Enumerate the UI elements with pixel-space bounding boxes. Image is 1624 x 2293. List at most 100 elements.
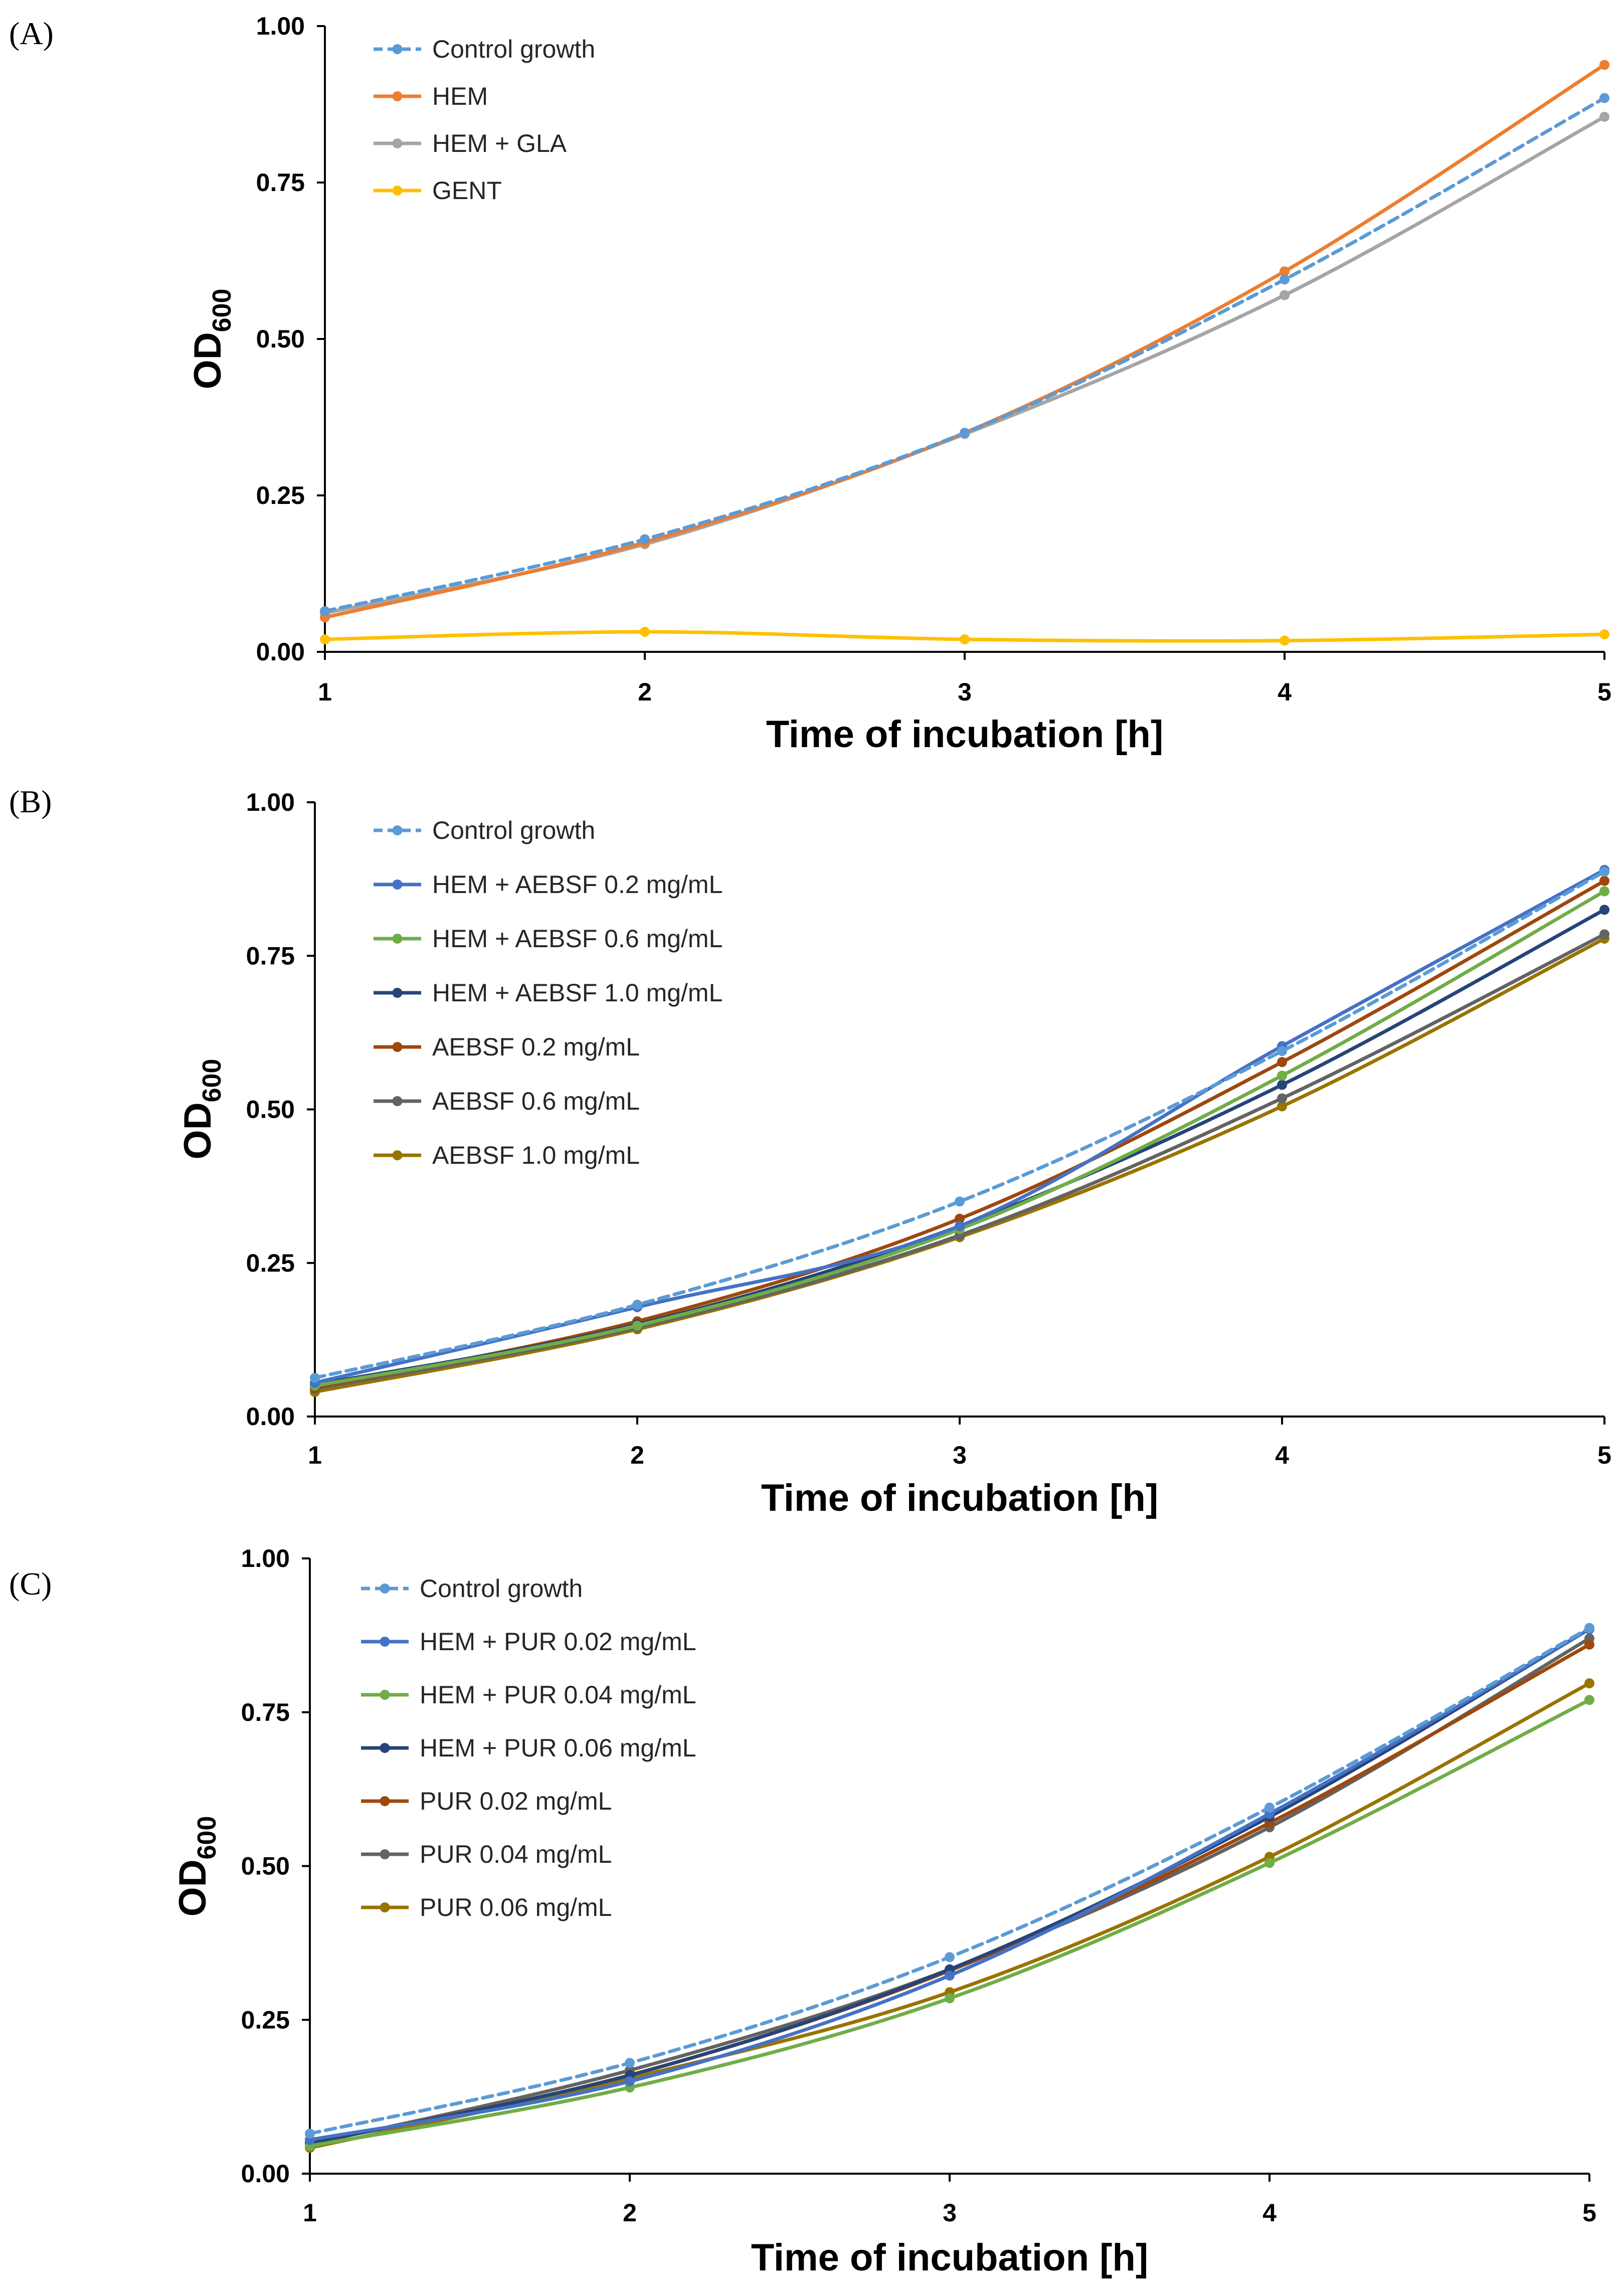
legend-label: PUR 0.02 mg/mL xyxy=(420,1787,612,1815)
data-point xyxy=(640,627,650,637)
legend-marker xyxy=(380,1690,390,1700)
series-line xyxy=(313,890,1606,1388)
legend-marker xyxy=(380,1637,390,1647)
data-point xyxy=(960,634,970,645)
data-point xyxy=(955,1196,965,1207)
data-point xyxy=(1599,93,1609,103)
legend-label: HEM + AEBSF 0.6 mg/mL xyxy=(432,925,723,953)
y-axis-title: OD600 xyxy=(187,289,237,390)
data-point xyxy=(1599,886,1609,897)
data-point xyxy=(632,1320,642,1331)
data-point xyxy=(632,1300,642,1310)
data-point xyxy=(1599,875,1609,886)
x-tick-label: 5 xyxy=(1582,2199,1596,2227)
data-point xyxy=(1277,1101,1287,1112)
legend-label: PUR 0.04 mg/mL xyxy=(420,1840,612,1868)
y-axis-title-main: OD xyxy=(187,332,229,389)
legend-item: PUR 0.04 mg/mL xyxy=(361,1840,612,1868)
chart-panel-3: (C) 0.00 0.25 0.50 0.75 1.00 1 2 3 4 5 Time of incu… xyxy=(9,1544,1596,2279)
legend-label: HEM + AEBSF 0.2 mg/mL xyxy=(432,870,723,899)
data-point xyxy=(955,1221,965,1231)
data-point xyxy=(945,1952,955,1963)
y-tick-label: 0.25 xyxy=(241,2006,290,2034)
data-point xyxy=(1277,1057,1287,1068)
y-tick-label: 1.00 xyxy=(256,12,305,40)
legend-marker xyxy=(380,1902,390,1912)
legend-marker xyxy=(380,1849,390,1859)
y-axis-title-main: OD xyxy=(171,1859,214,1916)
legend-marker xyxy=(392,1150,403,1160)
y-tick-label: 0.50 xyxy=(256,325,305,353)
x-tick-label: 3 xyxy=(943,2199,957,2227)
legend-label: Control growth xyxy=(420,1574,583,1603)
data-point xyxy=(1280,266,1290,277)
legend-label: AEBSF 0.2 mg/mL xyxy=(432,1033,640,1061)
legend-marker xyxy=(380,1796,390,1806)
legend-marker xyxy=(380,1743,390,1753)
series-line xyxy=(308,1626,1591,2136)
series-line xyxy=(308,1698,1591,2148)
panel-label: (C) xyxy=(9,1566,52,1602)
data-point xyxy=(305,2129,315,2139)
y-tick-label: 0.50 xyxy=(246,1096,295,1124)
data-point xyxy=(1265,1802,1275,1813)
legend-marker xyxy=(392,825,403,835)
data-point xyxy=(1280,290,1290,300)
legend-marker xyxy=(392,1042,403,1052)
series-line xyxy=(308,1627,1591,2142)
legend-item: Control growth xyxy=(374,816,595,844)
data-point xyxy=(1584,1678,1594,1689)
x-tick-label: 4 xyxy=(1278,678,1292,706)
x-axis-title: Time of incubation [h] xyxy=(761,1477,1158,1519)
legend-label: GENT xyxy=(432,177,502,205)
data-point xyxy=(945,1993,955,2004)
series-1 xyxy=(320,93,1609,616)
y-tick-label: 0.00 xyxy=(246,1402,295,1431)
series-line xyxy=(308,1637,1591,2146)
legend-item: AEBSF 0.6 mg/mL xyxy=(374,1087,640,1115)
x-tick-label: 4 xyxy=(1275,1441,1289,1469)
panel-label: (A) xyxy=(9,16,54,51)
y-axis-title-subscript: 600 xyxy=(208,289,237,332)
data-point xyxy=(1280,274,1290,285)
x-axis-title: Time of incubation [h] xyxy=(751,2236,1148,2279)
data-point xyxy=(1599,111,1609,122)
series-line xyxy=(323,63,1606,619)
legend-marker xyxy=(392,138,403,148)
data-point xyxy=(310,1372,320,1383)
x-tick-label: 3 xyxy=(953,1441,967,1469)
legend-marker xyxy=(392,934,403,944)
data-point xyxy=(640,534,650,545)
data-point xyxy=(1584,1695,1594,1705)
x-tick-label: 2 xyxy=(630,1441,644,1469)
data-point xyxy=(955,1213,965,1224)
data-point xyxy=(625,2058,635,2068)
legend-item: HEM + AEBSF 0.6 mg/mL xyxy=(374,925,723,953)
x-tick-label: 4 xyxy=(1262,2199,1277,2227)
legend: Control growth HEM + PUR 0.02 mg/mL HEM + … xyxy=(361,1574,696,1921)
series-line xyxy=(323,96,1606,613)
legend-item: HEM + PUR 0.04 mg/mL xyxy=(361,1681,696,1709)
legend-item: PUR 0.06 mg/mL xyxy=(361,1893,612,1921)
data-point xyxy=(1277,1071,1287,1081)
legend-item: GENT xyxy=(374,177,502,205)
x-tick-label: 5 xyxy=(1597,678,1611,706)
legend: Control growth HEM + AEBSF 0.2 mg/mL HEM +… xyxy=(374,816,723,1169)
chart-panel-2: (B) 0.00 0.25 0.50 0.75 1.00 1 2 3 4 5 Time of incu… xyxy=(9,784,1611,1519)
series-3 xyxy=(305,1695,1594,2151)
y-axis-title: OD600 xyxy=(171,1816,222,1917)
x-tick-label: 1 xyxy=(318,678,332,706)
panel-label: (B) xyxy=(9,784,52,819)
legend-item: HEM xyxy=(374,82,488,110)
y-axis-title: OD600 xyxy=(176,1059,227,1160)
series-3 xyxy=(310,886,1609,1391)
data-point xyxy=(1599,629,1609,640)
data-point xyxy=(1599,905,1609,915)
legend: Control growth HEM HEM + GLA GENT xyxy=(374,35,595,205)
series-2 xyxy=(320,60,1609,623)
y-tick-label: 1.00 xyxy=(241,1544,290,1572)
legend-marker xyxy=(392,879,403,890)
series-4 xyxy=(320,627,1609,646)
data-point xyxy=(1277,1046,1287,1056)
